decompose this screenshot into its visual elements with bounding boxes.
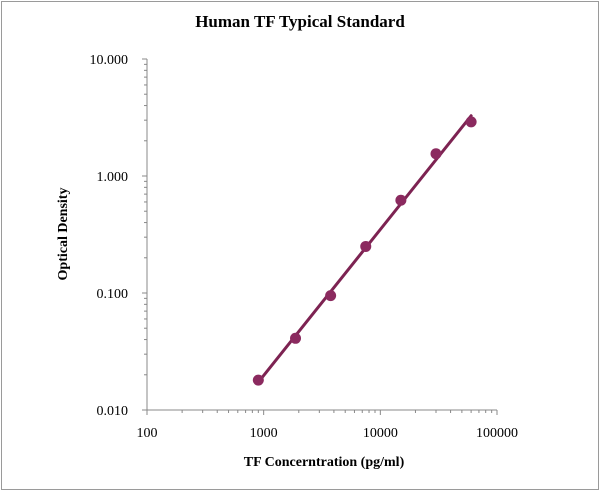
y-tick-label: 1.000 <box>97 170 129 185</box>
data-point <box>465 116 477 128</box>
x-ticks: 100 1000 10000 100000 <box>137 410 518 441</box>
data-point <box>395 194 407 206</box>
y-axis-label: Optical Density <box>56 188 71 281</box>
x-tick-label: 100 <box>137 426 158 441</box>
x-tick-label: 1000 <box>250 426 278 441</box>
data-point <box>325 290 337 302</box>
data-point <box>430 148 442 160</box>
data-points <box>252 116 477 386</box>
x-axis-label: TF Concerntration (pg/ml) <box>244 455 405 470</box>
y-tick-label: 10.000 <box>90 53 129 68</box>
data-point <box>290 332 302 344</box>
x-tick-label: 100000 <box>476 426 518 441</box>
data-point <box>360 240 372 252</box>
x-tick-label: 10000 <box>363 426 398 441</box>
data-point <box>252 374 264 386</box>
y-tick-label: 0.100 <box>97 287 129 302</box>
y-ticks: 10.000 1.000 0.100 0.010 <box>90 53 147 419</box>
chart-title: Human TF Typical Standard <box>195 12 405 31</box>
axes <box>146 59 497 411</box>
y-tick-label: 0.010 <box>97 404 129 419</box>
